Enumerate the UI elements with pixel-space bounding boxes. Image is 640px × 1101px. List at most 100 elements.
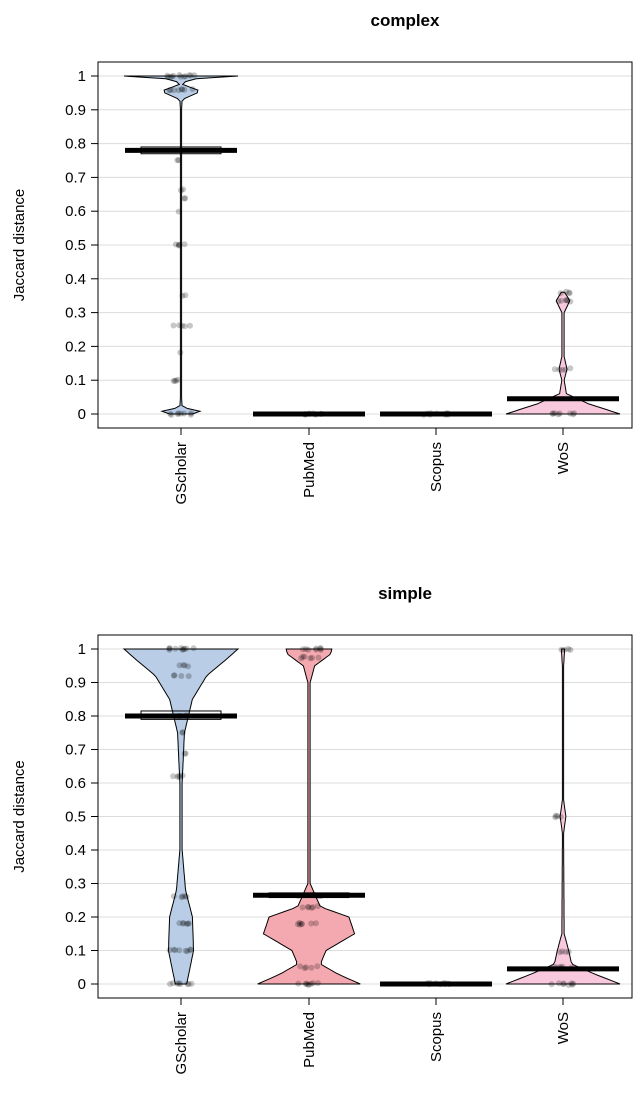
data-point: [317, 645, 324, 651]
data-point: [181, 750, 188, 757]
y-tick-label: 0.2: [65, 338, 86, 355]
data-point: [308, 904, 315, 911]
data-point: [175, 87, 182, 94]
data-point: [179, 322, 185, 329]
y-tick-label: 0.6: [65, 775, 86, 792]
data-point: [297, 921, 303, 928]
data-point: [559, 366, 566, 373]
data-point: [170, 672, 177, 679]
data-point: [172, 241, 179, 248]
data-point: [299, 646, 306, 653]
data-point: [169, 73, 175, 80]
data-point: [170, 378, 177, 384]
data-point: [567, 410, 574, 417]
data-point: [182, 292, 189, 299]
y-tick-label: 0.7: [65, 169, 86, 186]
data-point: [170, 773, 177, 780]
data-point: [188, 980, 195, 987]
violin-PubMed: [257, 648, 361, 985]
data-point: [188, 410, 195, 417]
data-point: [166, 645, 173, 652]
data-point: [566, 289, 573, 296]
data-point: [170, 980, 176, 987]
data-point: [177, 349, 184, 356]
data-point: [166, 947, 173, 954]
data-point: [176, 662, 183, 669]
data-point: [181, 86, 188, 93]
data-point: [177, 410, 184, 417]
data-point: [166, 646, 173, 653]
y-tick-label: 0: [78, 406, 86, 423]
data-point: [176, 241, 183, 248]
y-tick-label: 0.1: [65, 372, 86, 389]
data-point: [556, 949, 563, 956]
data-point: [303, 981, 309, 987]
data-point: [309, 980, 316, 987]
data-point: [551, 410, 558, 417]
y-tick-label: 1: [78, 68, 86, 85]
data-point: [565, 948, 572, 955]
data-point: [552, 814, 559, 821]
data-point: [548, 981, 555, 988]
data-point: [164, 73, 171, 80]
data-point: [176, 920, 183, 927]
data-point: [171, 672, 178, 679]
data-point: [191, 72, 198, 79]
y-tick-label: 0: [78, 976, 86, 993]
x-tick-label-GScholar: GScholar: [173, 442, 190, 505]
data-point: [556, 410, 563, 417]
data-point: [164, 72, 171, 79]
data-point: [171, 377, 178, 384]
data-point: [567, 298, 574, 305]
data-point: [177, 73, 184, 80]
data-point: [309, 654, 316, 661]
data-point: [564, 297, 571, 304]
data-point: [166, 645, 173, 652]
data-point: [170, 87, 177, 94]
data-point: [567, 365, 574, 372]
data-point: [565, 646, 572, 652]
data-point: [561, 646, 568, 653]
data-point: [167, 74, 174, 80]
y-tick-label: 0.4: [65, 271, 86, 288]
data-point: [179, 893, 186, 900]
data-point: [558, 646, 565, 653]
data-point: [176, 774, 183, 781]
y-tick-label: 0.2: [65, 909, 86, 926]
data-point: [182, 750, 189, 757]
data-point: [305, 904, 312, 911]
data-point: [184, 948, 191, 955]
data-point: [568, 980, 575, 987]
data-point: [558, 297, 565, 304]
data-point: [555, 411, 562, 418]
data-point: [178, 86, 185, 93]
data-point: [302, 646, 309, 652]
data-point: [176, 980, 182, 987]
data-point: [551, 366, 558, 373]
y-tick-label: 0.9: [65, 102, 86, 119]
data-point: [315, 654, 322, 661]
violin-WoS: [505, 648, 621, 985]
x-tick-label-Scopus: Scopus: [428, 1012, 445, 1062]
data-point: [314, 963, 321, 970]
data-point: [172, 645, 179, 652]
data-point: [183, 920, 190, 927]
data-point: [181, 410, 188, 417]
y-tick-label: 0.6: [65, 203, 86, 220]
data-point: [298, 921, 305, 927]
x-tick-label-PubMed: PubMed: [301, 1012, 318, 1068]
data-point: [309, 904, 316, 911]
data-point: [559, 948, 566, 955]
data-point: [178, 673, 185, 679]
data-point: [181, 646, 188, 652]
data-point: [305, 903, 312, 910]
data-point: [174, 411, 181, 417]
chart-title: complex: [371, 11, 441, 30]
data-point: [570, 980, 577, 987]
y-tick-label: 0.8: [65, 708, 86, 725]
data-point: [178, 187, 184, 194]
data-point: [181, 241, 188, 248]
data-point: [303, 980, 310, 987]
data-point: [179, 292, 186, 299]
